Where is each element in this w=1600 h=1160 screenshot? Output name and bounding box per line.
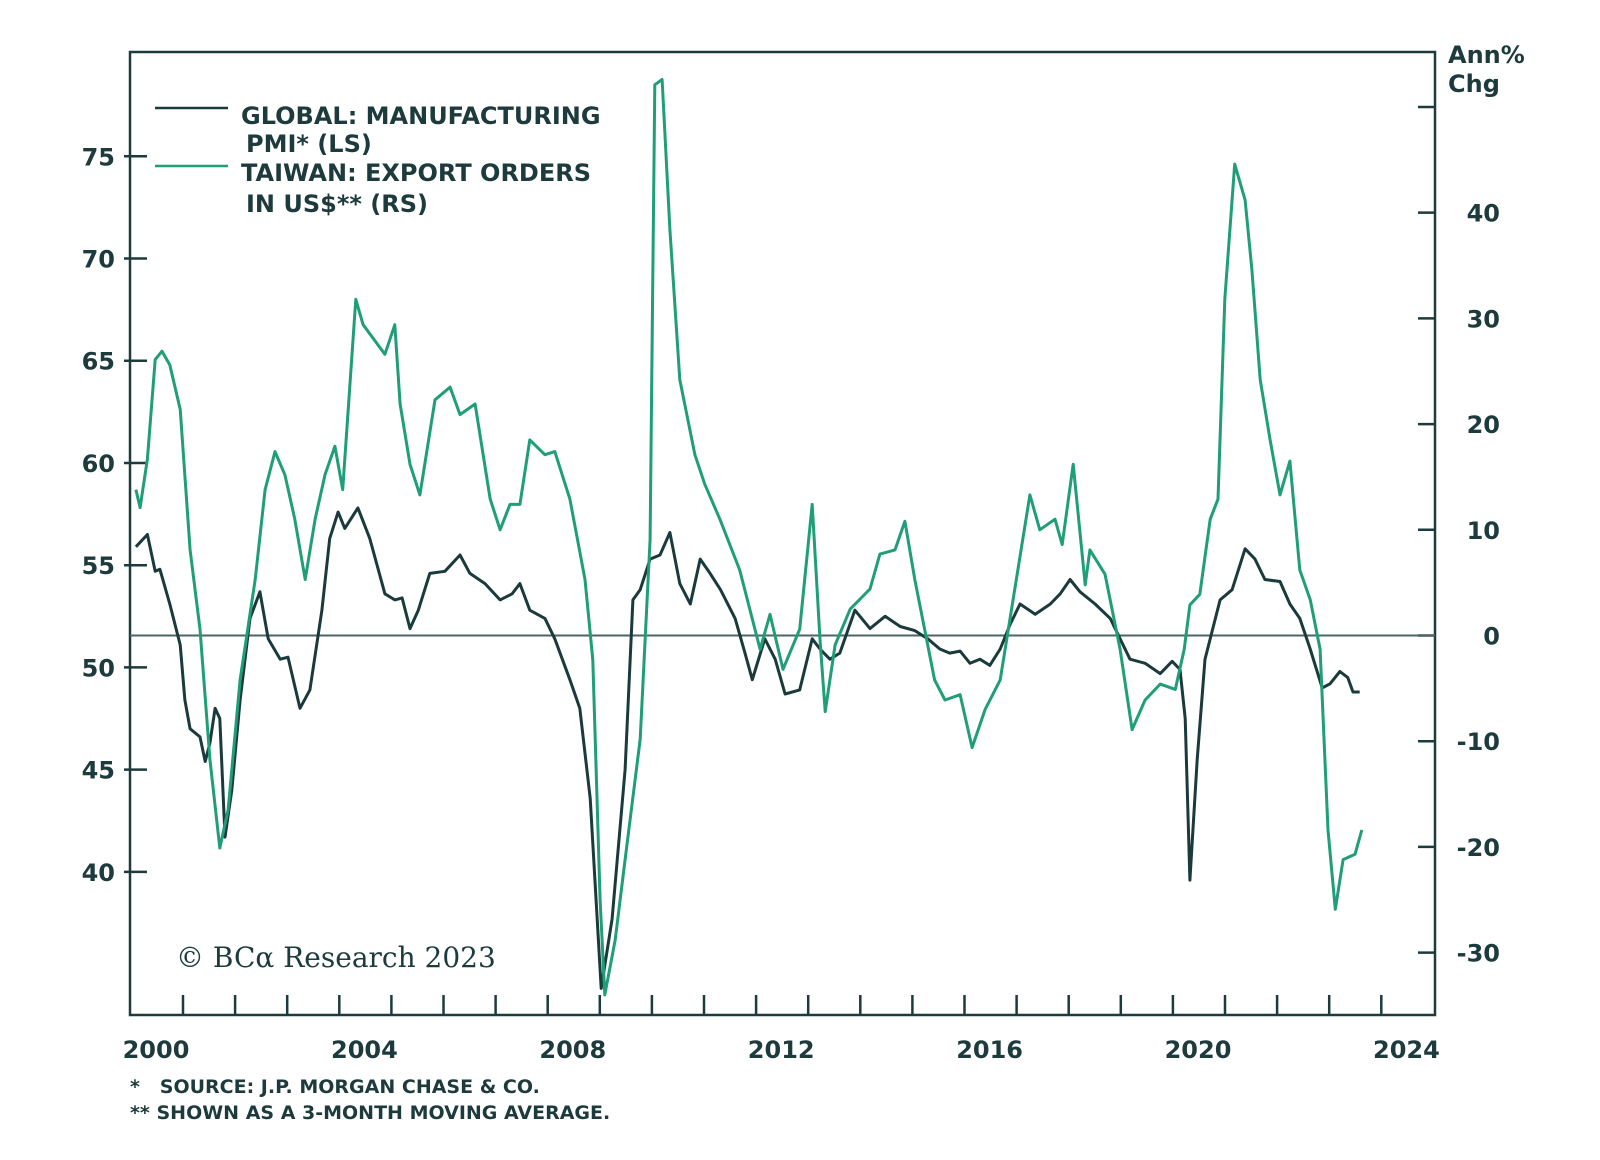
right-tick-label: 20 <box>1467 411 1500 439</box>
right-tick-label: -30 <box>1457 940 1500 968</box>
x-axis: 2000 2004 2008 2012 2016 2020 2024 <box>123 995 1440 1064</box>
right-tick-label: -10 <box>1457 728 1500 756</box>
right-axis-unit-line2: Chg <box>1448 70 1500 98</box>
series-group <box>134 78 1364 997</box>
x-tick-label: 2000 <box>123 1036 190 1064</box>
left-tick-label: 65 <box>82 348 115 376</box>
left-tick-label: 75 <box>82 143 115 171</box>
left-tick-label: 45 <box>82 757 115 785</box>
x-tick-label: 2008 <box>539 1036 606 1064</box>
left-tick-label: 50 <box>82 654 115 682</box>
right-tick-label: 30 <box>1467 305 1500 333</box>
right-tick-label: -20 <box>1457 834 1500 862</box>
right-tick-label: 10 <box>1467 517 1500 545</box>
footnote-source: * SOURCE: J.P. MORGAN CHASE & CO. <box>130 1076 540 1098</box>
right-axis: -30 -20 -10 0 10 20 30 40 <box>1418 105 1500 968</box>
legend-label-pmi-line2: PMI* (LS) <box>246 130 372 158</box>
series-line-taiwan-export-orders <box>134 78 1364 997</box>
x-tick-label: 2024 <box>1373 1036 1440 1064</box>
x-tick-label: 2016 <box>956 1036 1023 1064</box>
left-tick-label: 40 <box>82 859 115 887</box>
left-axis: 40 45 50 55 60 65 70 75 <box>82 143 147 887</box>
x-tick-label: 2004 <box>331 1036 398 1064</box>
legend-label-export-line2: IN US$** (RS) <box>246 190 428 218</box>
x-tick-label: 2020 <box>1165 1036 1232 1064</box>
legend-label-export-line1: TAIWAN: EXPORT ORDERS <box>241 159 591 187</box>
legend: GLOBAL: MANUFACTURING PMI* (LS) TAIWAN: … <box>155 102 601 218</box>
footnote-moving-average: ** SHOWN AS A 3-MONTH MOVING AVERAGE. <box>130 1102 610 1124</box>
watermark: © BCα Research 2023 <box>176 941 496 974</box>
right-axis-unit-line1: Ann% <box>1448 41 1525 69</box>
right-tick-label: 0 <box>1483 623 1500 651</box>
left-tick-label: 70 <box>82 246 115 274</box>
series-line-global-pmi <box>134 506 1360 990</box>
right-tick-label: 40 <box>1467 200 1500 228</box>
x-tick-label: 2012 <box>748 1036 815 1064</box>
plot-frame <box>128 50 1437 1017</box>
left-tick-label: 55 <box>82 552 115 580</box>
left-tick-label: 60 <box>82 450 115 478</box>
legend-label-pmi-line1: GLOBAL: MANUFACTURING <box>241 102 601 130</box>
